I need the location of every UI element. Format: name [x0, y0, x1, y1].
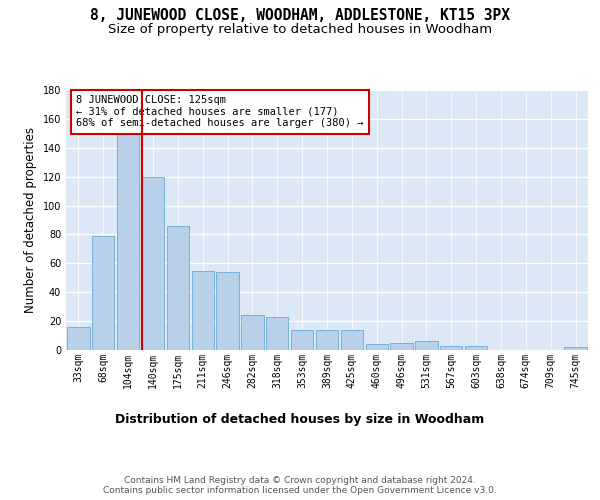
Bar	[191, 270, 214, 350]
Bar	[217, 272, 239, 350]
Bar	[291, 330, 313, 350]
Bar	[241, 316, 263, 350]
Text: Distribution of detached houses by size in Woodham: Distribution of detached houses by size …	[115, 412, 485, 426]
Y-axis label: Number of detached properties: Number of detached properties	[24, 127, 37, 313]
Bar	[391, 343, 413, 350]
Bar	[365, 344, 388, 350]
Bar	[565, 347, 587, 350]
Bar	[142, 176, 164, 350]
Bar	[440, 346, 463, 350]
Bar	[341, 330, 363, 350]
Bar	[415, 342, 437, 350]
Bar	[316, 330, 338, 350]
Bar	[117, 134, 139, 350]
Bar	[92, 236, 115, 350]
Bar	[465, 346, 487, 350]
Text: 8, JUNEWOOD CLOSE, WOODHAM, ADDLESTONE, KT15 3PX: 8, JUNEWOOD CLOSE, WOODHAM, ADDLESTONE, …	[90, 8, 510, 22]
Bar	[266, 317, 289, 350]
Text: 8 JUNEWOOD CLOSE: 125sqm
← 31% of detached houses are smaller (177)
68% of semi-: 8 JUNEWOOD CLOSE: 125sqm ← 31% of detach…	[76, 95, 364, 128]
Bar	[67, 327, 89, 350]
Bar	[167, 226, 189, 350]
Text: Contains HM Land Registry data © Crown copyright and database right 2024.
Contai: Contains HM Land Registry data © Crown c…	[103, 476, 497, 495]
Text: Size of property relative to detached houses in Woodham: Size of property relative to detached ho…	[108, 22, 492, 36]
